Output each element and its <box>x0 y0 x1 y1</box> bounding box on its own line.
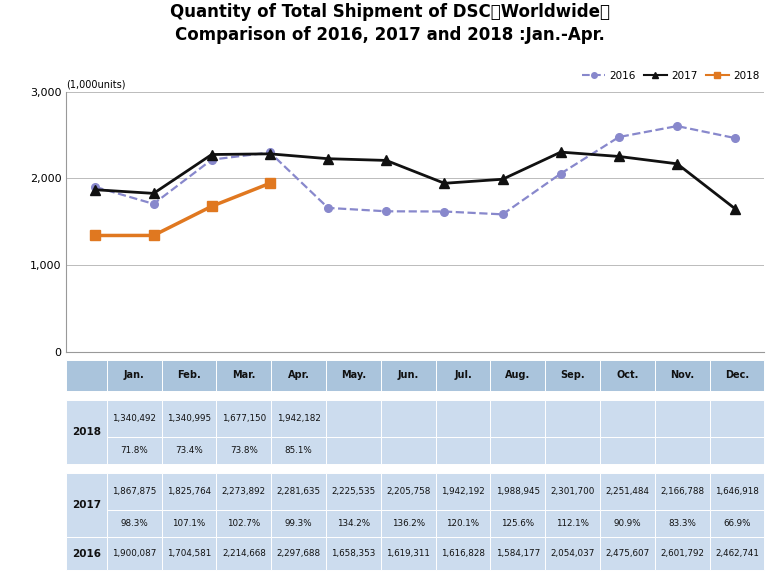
Text: 1,619,311: 1,619,311 <box>386 549 431 558</box>
Text: 1,658,353: 1,658,353 <box>332 549 376 558</box>
Text: 120.1%: 120.1% <box>446 519 480 528</box>
Text: 1,942,182: 1,942,182 <box>277 414 321 423</box>
Text: 1,340,995: 1,340,995 <box>167 414 211 423</box>
Text: 2,475,607: 2,475,607 <box>605 549 650 558</box>
Legend: 2016, 2017, 2018: 2016, 2017, 2018 <box>582 71 759 81</box>
Text: 2,281,635: 2,281,635 <box>277 487 321 496</box>
Text: Oct.: Oct. <box>616 370 639 380</box>
Text: Dec.: Dec. <box>725 370 749 380</box>
Text: 90.9%: 90.9% <box>614 519 641 528</box>
Text: Quantity of Total Shipment of DSC［Worldwide］
Comparison of 2016, 2017 and 2018 :: Quantity of Total Shipment of DSC［Worldw… <box>170 3 610 44</box>
Text: 71.8%: 71.8% <box>120 446 148 455</box>
Text: 99.3%: 99.3% <box>285 519 313 528</box>
Text: 125.6%: 125.6% <box>502 519 534 528</box>
Text: 1,867,875: 1,867,875 <box>112 487 157 496</box>
Text: Feb.: Feb. <box>177 370 201 380</box>
Text: 2,273,892: 2,273,892 <box>222 487 266 496</box>
Text: 73.4%: 73.4% <box>176 446 203 455</box>
Text: 134.2%: 134.2% <box>337 519 370 528</box>
Text: 2,214,668: 2,214,668 <box>222 549 266 558</box>
Text: 73.8%: 73.8% <box>230 446 257 455</box>
Text: Apr.: Apr. <box>288 370 310 380</box>
Text: Jul.: Jul. <box>454 370 472 380</box>
Text: 2,462,741: 2,462,741 <box>715 549 759 558</box>
Text: 66.9%: 66.9% <box>723 519 751 528</box>
Text: 2,251,484: 2,251,484 <box>605 487 650 496</box>
Text: 112.1%: 112.1% <box>556 519 589 528</box>
Text: (1,000units): (1,000units) <box>66 80 126 90</box>
Text: 83.3%: 83.3% <box>668 519 696 528</box>
Text: May.: May. <box>341 370 366 380</box>
Text: 1,646,918: 1,646,918 <box>715 487 759 496</box>
Text: 2,166,788: 2,166,788 <box>660 487 704 496</box>
Text: 2,301,700: 2,301,700 <box>551 487 595 496</box>
Text: 2018: 2018 <box>72 427 101 437</box>
Text: 2,601,792: 2,601,792 <box>660 549 704 558</box>
Text: 2,225,535: 2,225,535 <box>332 487 375 496</box>
Text: 1,988,945: 1,988,945 <box>496 487 540 496</box>
Text: 1,340,492: 1,340,492 <box>112 414 156 423</box>
Text: Mar.: Mar. <box>232 370 256 380</box>
Text: 2,297,688: 2,297,688 <box>277 549 321 558</box>
Text: Aug.: Aug. <box>505 370 530 380</box>
Text: 107.1%: 107.1% <box>172 519 206 528</box>
Text: 1,616,828: 1,616,828 <box>441 549 485 558</box>
Text: 1,704,581: 1,704,581 <box>167 549 211 558</box>
Text: 2016: 2016 <box>72 549 101 559</box>
Text: 85.1%: 85.1% <box>285 446 313 455</box>
Text: 102.7%: 102.7% <box>227 519 261 528</box>
Text: Jun.: Jun. <box>398 370 419 380</box>
Text: 136.2%: 136.2% <box>392 519 425 528</box>
Text: 1,942,192: 1,942,192 <box>441 487 485 496</box>
Text: Jan.: Jan. <box>124 370 144 380</box>
Text: 1,825,764: 1,825,764 <box>167 487 211 496</box>
Text: Nov.: Nov. <box>670 370 694 380</box>
Text: Sep.: Sep. <box>560 370 585 380</box>
Text: 2,205,758: 2,205,758 <box>386 487 431 496</box>
Text: 1,584,177: 1,584,177 <box>496 549 540 558</box>
Text: 1,900,087: 1,900,087 <box>112 549 157 558</box>
Text: 2,054,037: 2,054,037 <box>551 549 595 558</box>
Text: 2017: 2017 <box>72 500 101 510</box>
Text: 98.3%: 98.3% <box>120 519 148 528</box>
Text: 1,677,150: 1,677,150 <box>222 414 266 423</box>
